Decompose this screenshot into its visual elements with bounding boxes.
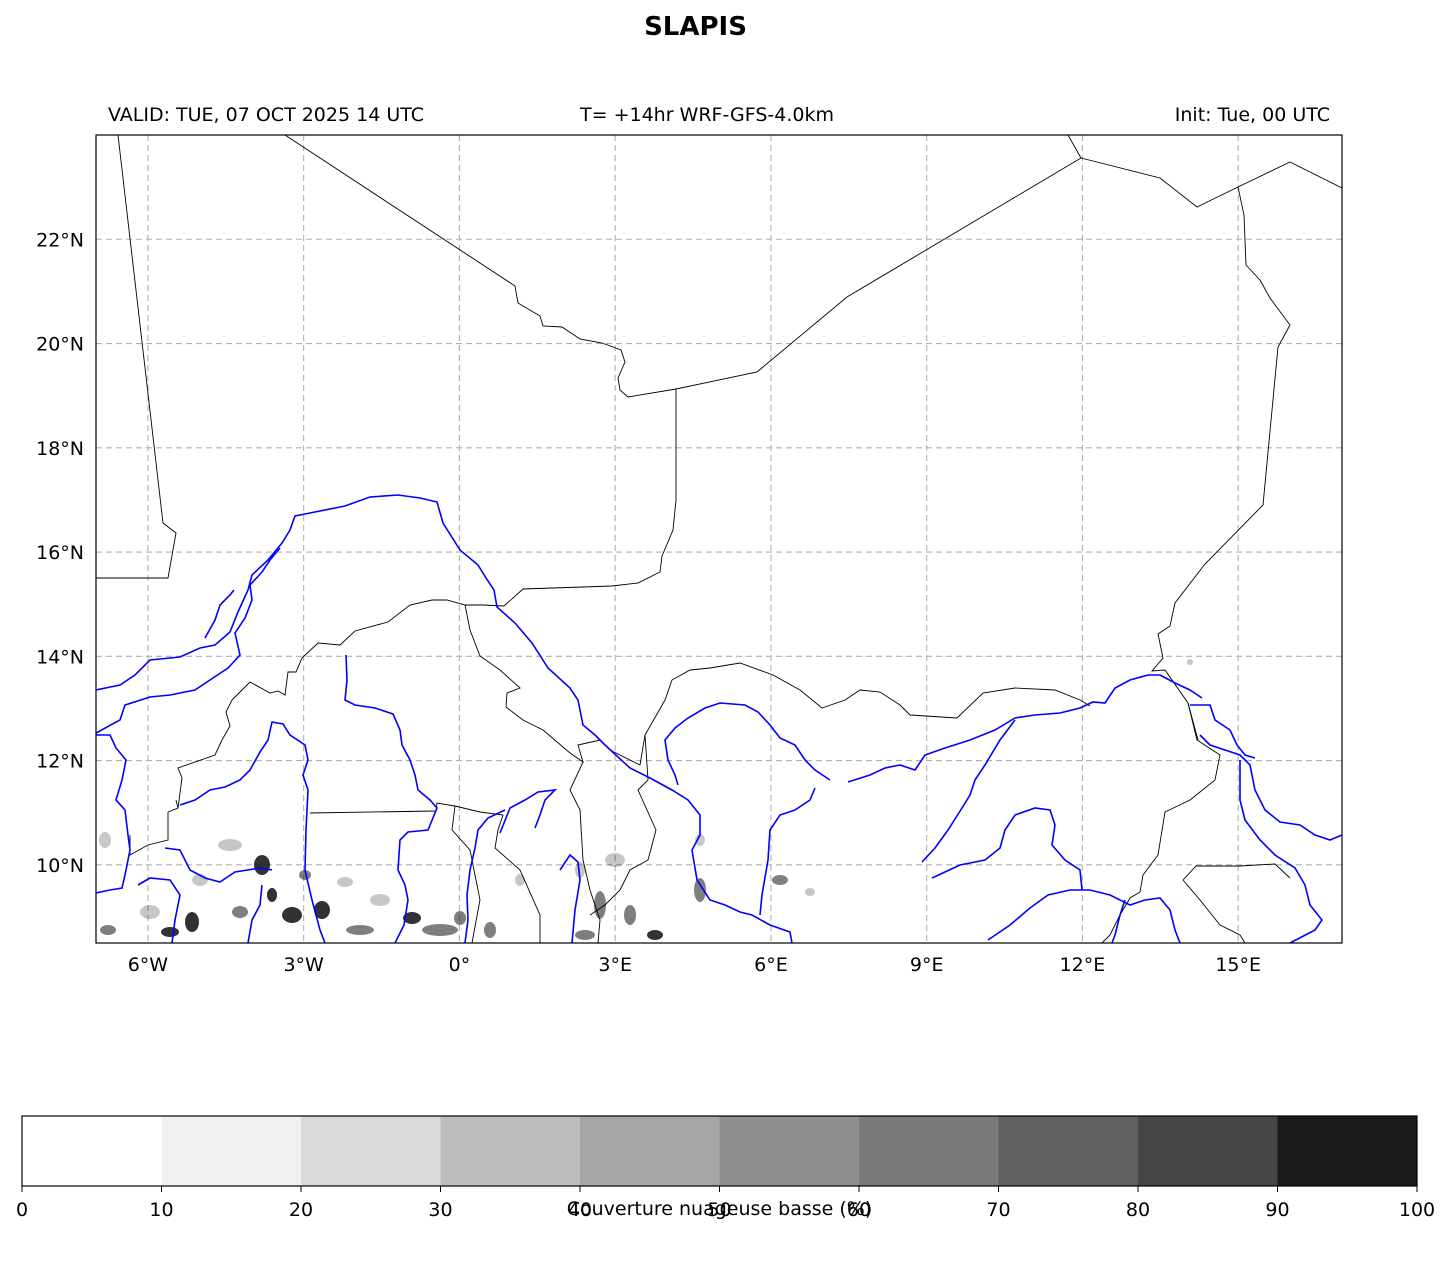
lon-tick-label: 15°E: [1215, 954, 1261, 976]
colorbar-segment: [301, 1116, 441, 1186]
colorbar-segment: [440, 1116, 581, 1186]
lat-tick-label: 18°N: [36, 438, 84, 460]
lon-tick-label: 6°W: [128, 954, 169, 976]
init-time-label: Init: Tue, 00 UTC: [1174, 104, 1330, 126]
lon-tick-label: 3°W: [283, 954, 324, 976]
colorbar-segment: [22, 1116, 162, 1186]
lat-tick-label: 10°N: [36, 855, 84, 877]
lat-tick-label: 22°N: [36, 229, 84, 251]
colorbar-segment: [580, 1116, 720, 1186]
gridlines: [96, 135, 1342, 943]
lat-tick-label: 12°N: [36, 751, 84, 773]
colorbar-tick-label: 0: [16, 1199, 28, 1221]
colorbar-tick-label: 80: [1126, 1199, 1150, 1221]
colorbar: 0 10 20 30 40 50 60 70 80 90 100: [16, 1115, 1435, 1221]
colorbar-tick-label: 90: [1265, 1199, 1289, 1221]
colorbar-segment: [1138, 1116, 1278, 1186]
longitude-ticks: 6°W 3°W 0° 3°E 6°E 9°E 12°E 15°E: [128, 954, 1261, 976]
lat-tick-label: 20°N: [36, 334, 84, 356]
lon-tick-label: 9°E: [910, 954, 944, 976]
colorbar-label: Couverture nuageuse basse (%): [566, 1198, 873, 1220]
colorbar-tick-label: 70: [986, 1199, 1010, 1221]
colorbar-tick-label: 100: [1399, 1199, 1435, 1221]
colorbar-tick-label: 20: [289, 1199, 313, 1221]
lon-tick-label: 6°E: [754, 954, 788, 976]
map-title: SLAPIS: [644, 12, 747, 42]
colorbar-tick-label: 50: [707, 1199, 731, 1221]
lon-tick-label: 12°E: [1060, 954, 1106, 976]
colorbar-segment: [1277, 1116, 1418, 1186]
lat-tick-label: 16°N: [36, 542, 84, 564]
forecast-model-label: T= +14hr WRF-GFS-4.0km: [580, 104, 834, 126]
colorbar-segment: [998, 1116, 1139, 1186]
colorbar-tick-label: 40: [568, 1199, 592, 1221]
contour-lines: [96, 494, 1342, 943]
map-frame: [95, 134, 1343, 944]
colorbar-segment: [161, 1116, 302, 1186]
country-borders: [96, 135, 1342, 943]
lat-tick-label: 14°N: [36, 646, 84, 668]
valid-time-label: VALID: TUE, 07 OCT 2025 14 UTC: [108, 104, 424, 126]
colorbar-segment: [859, 1116, 999, 1186]
colorbar-tick-label: 30: [428, 1199, 452, 1221]
colorbar-tick-label: 10: [149, 1199, 173, 1221]
lon-tick-label: 0°: [449, 954, 471, 976]
lon-tick-label: 3°E: [598, 954, 632, 976]
low-cloud-cover-field: [99, 659, 1193, 940]
latitude-ticks: 10°N 12°N 14°N 16°N 18°N 20°N 22°N: [36, 229, 84, 877]
colorbar-tick-label: 60: [847, 1199, 871, 1221]
colorbar-segment: [719, 1116, 860, 1186]
